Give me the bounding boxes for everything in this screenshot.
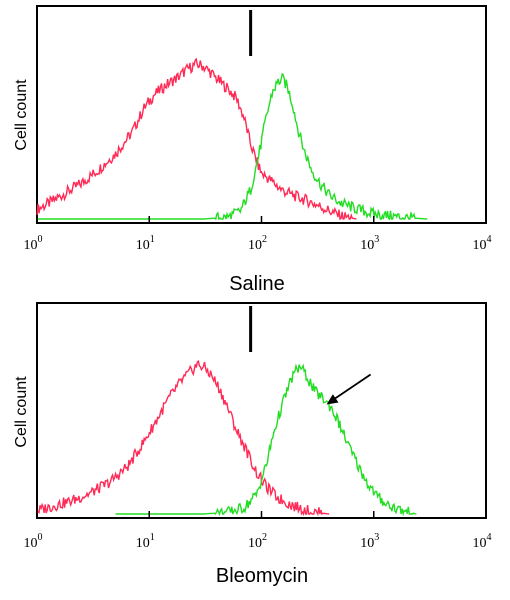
series-group-bleomycin <box>36 360 417 517</box>
bleomycin-x-tick-label: 104 <box>473 532 492 551</box>
saline-series-line-2 <box>37 72 428 221</box>
x-axis-title-saline: Saline <box>229 273 285 295</box>
x-axis-title-bleomycin: Bleomycin <box>216 565 308 587</box>
saline-x-tick-label: 101 <box>136 234 155 253</box>
series-group-saline <box>36 57 428 221</box>
saline-x-tick-label: 102 <box>248 234 267 253</box>
saline-x-tick-label: 100 <box>24 234 43 253</box>
annotation-arrow <box>326 373 372 405</box>
saline-series-line-1 <box>36 57 357 221</box>
y-axis-title-bleomycin: Cell count <box>13 376 30 448</box>
x-ticks-bleomycin: 100 101 102 103 104 <box>24 511 492 551</box>
bleomycin-series-line-1 <box>36 360 330 517</box>
saline-x-tick-label: 104 <box>473 234 492 253</box>
annotation-arrow-head <box>326 394 339 405</box>
bleomycin-x-tick-label: 102 <box>248 532 267 551</box>
y-axis-title-saline: Cell count <box>13 79 30 151</box>
bleomycin-x-tick-label: 100 <box>24 532 43 551</box>
annotation-arrow-shaft <box>330 373 372 403</box>
panel-bleomycin: 100 101 102 103 104 Cell count Bleomycin <box>13 302 492 587</box>
bleomycin-series-line-2 <box>115 363 417 517</box>
saline-x-tick-label: 103 <box>360 234 379 253</box>
bleomycin-x-tick-label: 103 <box>360 532 379 551</box>
plot-frame-saline <box>36 5 487 224</box>
x-ticks-saline: 100 101 102 103 104 <box>24 216 492 253</box>
panel-saline: 100 101 102 103 104 Cell count Saline <box>13 5 492 295</box>
bleomycin-x-tick-label: 101 <box>136 532 155 551</box>
